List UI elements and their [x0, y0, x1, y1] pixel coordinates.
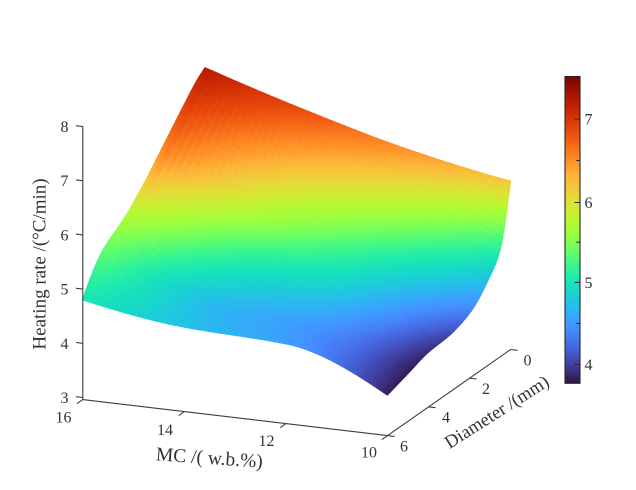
svg-text:8: 8 [61, 119, 69, 136]
svg-text:2: 2 [482, 381, 490, 398]
svg-text:14: 14 [157, 422, 173, 439]
svg-text:6: 6 [400, 439, 408, 456]
svg-text:16: 16 [56, 410, 72, 427]
svg-text:10: 10 [361, 445, 377, 462]
svg-text:3: 3 [61, 390, 69, 407]
svg-text:4: 4 [61, 336, 69, 353]
svg-text:Heating rate /(°C/min): Heating rate /(°C/min) [30, 178, 51, 349]
svg-text:5: 5 [61, 282, 69, 299]
svg-text:6: 6 [585, 195, 593, 212]
svg-text:7: 7 [61, 173, 69, 190]
svg-text:4: 4 [585, 357, 593, 374]
svg-text:5: 5 [585, 275, 593, 292]
svg-text:12: 12 [259, 433, 275, 450]
svg-text:0: 0 [524, 353, 532, 370]
svg-text:7: 7 [585, 112, 593, 129]
svg-text:6: 6 [61, 227, 69, 244]
svg-text:4: 4 [442, 410, 450, 427]
